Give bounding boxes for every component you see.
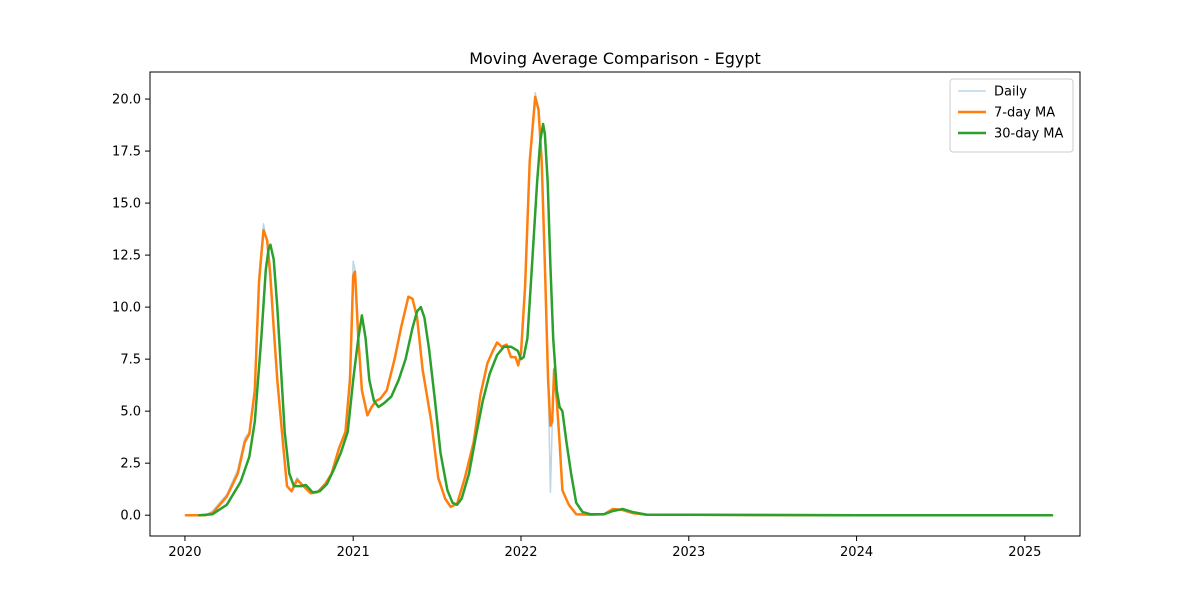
y-tick-label: 12.5 (112, 249, 141, 264)
x-axis: 2020 2021 2022 2023 2024 2025 (168, 536, 1041, 560)
plot-frame (149, 71, 1081, 537)
x-tick-label: 2024 (840, 545, 873, 560)
x-tick-label: 2022 (504, 545, 537, 560)
x-tick-label: 2025 (1008, 545, 1041, 560)
y-tick-label: 0.0 (120, 509, 141, 524)
y-tick-label: 10.0 (112, 301, 141, 316)
y-tick-label: 17.5 (112, 145, 141, 160)
series-line-7-day-ma (184, 95, 1054, 517)
x-tick-label: 2020 (168, 545, 201, 560)
legend-label: 30-day MA (994, 127, 1063, 142)
y-tick-label: 15.0 (112, 197, 141, 212)
legend-label: Daily (994, 85, 1027, 100)
chart-title: Moving Average Comparison - Egypt (469, 49, 761, 68)
legend: Daily 7-day MA 30-day MA (949, 78, 1074, 153)
y-tick-label: 2.5 (120, 457, 141, 472)
y-tick-label: 7.5 (120, 353, 141, 368)
x-tick-label: 2023 (672, 545, 705, 560)
y-tick-label: 5.0 (120, 405, 141, 420)
y-axis: 0.0 2.5 5.0 7.5 10.0 12.5 15.0 17.5 20.0 (112, 93, 150, 524)
series-line-30-day-ma (197, 122, 1054, 517)
series-group (184, 92, 1054, 517)
legend-label: 7-day MA (994, 106, 1055, 121)
x-tick-label: 2021 (337, 545, 370, 560)
y-tick-label: 20.0 (112, 93, 141, 108)
